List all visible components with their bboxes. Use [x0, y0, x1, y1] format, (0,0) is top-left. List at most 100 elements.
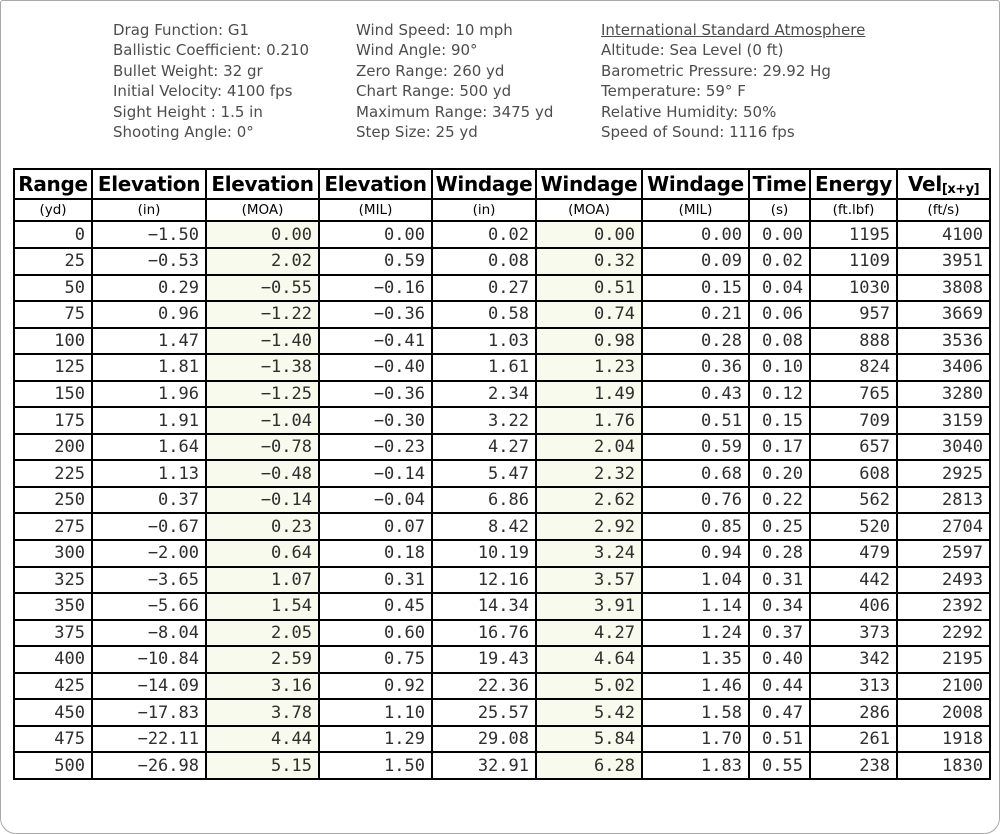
cell-elevation-MIL: 0.60	[318, 618, 433, 648]
cell-energy-ftlbf: 824	[809, 353, 898, 382]
cell-windage-MIL: 1.46	[641, 671, 750, 701]
cell-elevation-MIL: −0.16	[318, 273, 433, 303]
cell-time-s: 0.47	[748, 698, 811, 727]
cell-time-s: 0.51	[748, 724, 811, 754]
cell-windage-MOA: 0.51	[535, 273, 643, 303]
cell-elevation-in: 1.64	[91, 432, 207, 462]
cell-elevation-in: 0.29	[91, 273, 207, 303]
cell-windage-MIL: 1.14	[641, 592, 750, 621]
cell-range-yd: 475	[13, 724, 93, 754]
table-row: 150 1.96 −1.25 −0.36 2.34 1.49 0.43 0.12 765 3280	[13, 379, 991, 409]
cell-elevation-in: −22.11	[91, 724, 207, 754]
cell-vel-fts: 3951	[896, 247, 991, 276]
cell-energy-ftlbf: 406	[809, 592, 898, 621]
cell-windage-MIL: 0.15	[641, 273, 750, 303]
cell-elevation-MIL: 0.75	[318, 645, 433, 674]
cell-time-s: 0.08	[748, 326, 811, 356]
cell-windage-MIL: 0.28	[641, 326, 750, 356]
cell-vel-fts: 3536	[896, 326, 991, 356]
cell-elevation-MIL: −0.04	[318, 485, 433, 515]
cell-windage-in: 14.34	[431, 592, 537, 621]
cell-elevation-MIL: 0.45	[318, 592, 433, 621]
cell-range-yd: 175	[13, 406, 93, 435]
cell-elevation-in: −14.09	[91, 671, 207, 701]
cell-range-yd: 75	[13, 300, 93, 329]
cell-energy-ftlbf: 286	[809, 698, 898, 727]
column-header-energy: Energy	[809, 168, 898, 201]
column-unit-MIL: (MIL)	[641, 198, 750, 223]
cell-time-s: 0.28	[748, 539, 811, 568]
table-row: 400 −10.84 2.59 0.75 19.43 4.64 1.35 0.40 342 219…	[13, 645, 991, 674]
cell-windage-MOA: 4.27	[535, 618, 643, 648]
cell-windage-MIL: 1.58	[641, 698, 750, 727]
cell-elevation-MOA: 0.64	[205, 539, 320, 568]
cell-energy-ftlbf: 313	[809, 671, 898, 701]
column-header-time: Time	[748, 168, 811, 201]
cell-vel-fts: 2195	[896, 645, 991, 674]
cell-time-s: 0.44	[748, 671, 811, 701]
info-line: Sight Height : 1.5 in	[113, 102, 263, 121]
cell-energy-ftlbf: 261	[809, 724, 898, 754]
cell-time-s: 0.17	[748, 432, 811, 462]
info-line: Step Size: 25 yd	[356, 123, 478, 142]
table-body: 0 −1.50 0.00 0.00 0.02 0.00 0.00 0.00 1195 4100 25…	[13, 220, 991, 780]
cell-time-s: 0.31	[748, 565, 811, 595]
cell-elevation-MOA: −1.04	[205, 406, 320, 435]
cell-energy-ftlbf: 608	[809, 459, 898, 488]
column-header-elevation: Elevation	[91, 168, 207, 201]
cell-elevation-MIL: −0.36	[318, 379, 433, 409]
cell-windage-MOA: 4.64	[535, 645, 643, 674]
cell-range-yd: 325	[13, 565, 93, 595]
column-unit-MIL: (MIL)	[318, 198, 433, 223]
cell-windage-in: 1.03	[431, 326, 537, 356]
cell-elevation-in: 0.96	[91, 300, 207, 329]
cell-elevation-MIL: 0.92	[318, 671, 433, 701]
cell-vel-fts: 3040	[896, 432, 991, 462]
cell-range-yd: 500	[13, 751, 93, 780]
cell-range-yd: 50	[13, 273, 93, 303]
table-row: 300 −2.00 0.64 0.18 10.19 3.24 0.94 0.28 479 2597	[13, 539, 991, 568]
cell-time-s: 0.04	[748, 273, 811, 303]
cell-elevation-in: −2.00	[91, 539, 207, 568]
cell-elevation-in: −10.84	[91, 645, 207, 674]
cell-windage-MOA: 0.00	[535, 220, 643, 249]
info-line: Temperature: 59° F	[601, 82, 746, 101]
cell-elevation-MOA: −0.14	[205, 485, 320, 515]
cell-windage-MIL: 1.70	[641, 724, 750, 754]
cell-vel-fts: 3280	[896, 379, 991, 409]
ballistics-settings-column: Drag Function: G1 Ballistic Coefficient: …	[113, 20, 356, 142]
table-row: 25 −0.53 2.02 0.59 0.08 0.32 0.09 0.02 1109 3951	[13, 247, 991, 276]
cell-range-yd: 0	[13, 220, 93, 249]
cell-windage-MIL: 0.68	[641, 459, 750, 488]
cell-range-yd: 300	[13, 539, 93, 568]
cell-range-yd: 250	[13, 485, 93, 515]
cell-energy-ftlbf: 888	[809, 326, 898, 356]
cell-time-s: 0.40	[748, 645, 811, 674]
column-unit-ftlbf: (ft.lbf)	[809, 198, 898, 223]
cell-elevation-in: −3.65	[91, 565, 207, 595]
cell-time-s: 0.55	[748, 751, 811, 780]
cell-windage-MIL: 0.51	[641, 406, 750, 435]
cell-vel-fts: 2292	[896, 618, 991, 648]
cell-range-yd: 400	[13, 645, 93, 674]
cell-windage-MIL: 0.36	[641, 353, 750, 382]
cell-windage-MOA: 5.42	[535, 698, 643, 727]
cell-windage-in: 25.57	[431, 698, 537, 727]
cell-windage-MOA: 2.62	[535, 485, 643, 515]
cell-windage-MOA: 0.32	[535, 247, 643, 276]
cell-vel-fts: 3159	[896, 406, 991, 435]
cell-elevation-MOA: 1.07	[205, 565, 320, 595]
cell-windage-in: 0.27	[431, 273, 537, 303]
cell-windage-in: 1.61	[431, 353, 537, 382]
cell-elevation-MIL: 0.18	[318, 539, 433, 568]
cell-elevation-MOA: −1.25	[205, 379, 320, 409]
cell-elevation-MOA: 2.05	[205, 618, 320, 648]
table-row: 225 1.13 −0.48 −0.14 5.47 2.32 0.68 0.20 608 2925	[13, 459, 991, 488]
cell-elevation-in: 1.96	[91, 379, 207, 409]
cell-range-yd: 100	[13, 326, 93, 356]
cell-windage-MOA: 6.28	[535, 751, 643, 780]
cell-elevation-in: −5.66	[91, 592, 207, 621]
cell-elevation-in: −26.98	[91, 751, 207, 780]
info-line: Wind Speed: 10 mph	[356, 21, 513, 39]
cell-windage-MIL: 0.85	[641, 512, 750, 541]
